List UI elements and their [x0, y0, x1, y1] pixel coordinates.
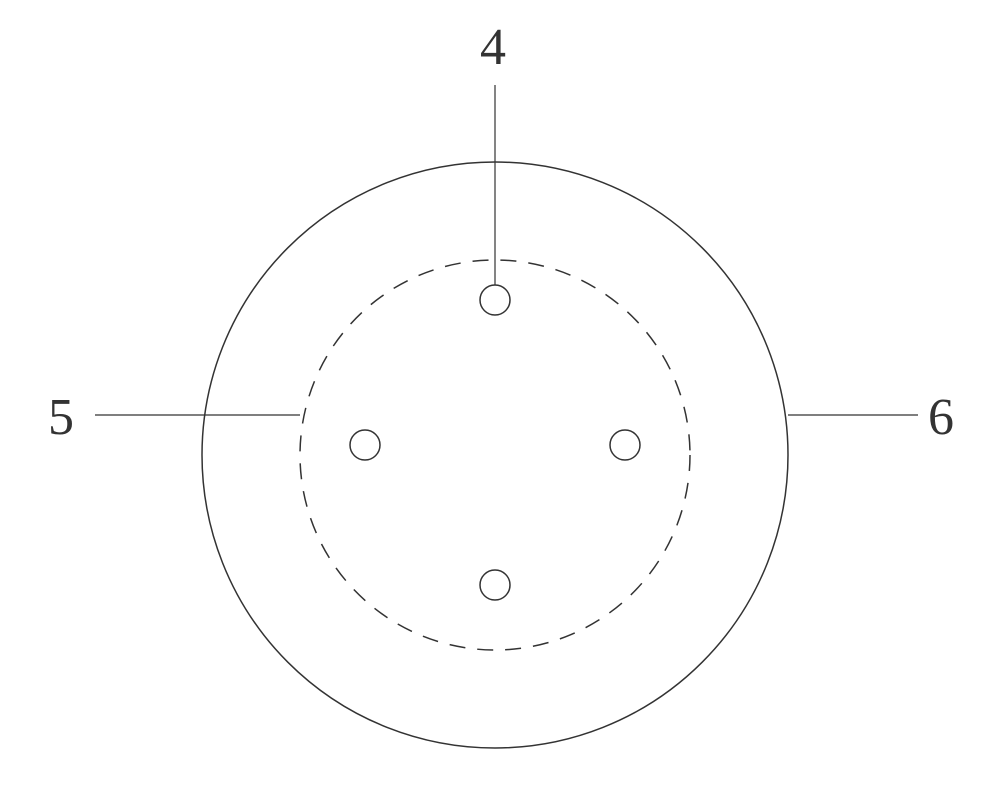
small-circle-left	[350, 430, 380, 460]
small-circle-right	[610, 430, 640, 460]
diagram-container: 4 5 6	[0, 0, 1000, 798]
small-circle-top	[480, 285, 510, 315]
label-6: 6	[928, 388, 954, 447]
small-circle-bottom	[480, 570, 510, 600]
label-4: 4	[480, 18, 506, 77]
label-5: 5	[48, 388, 74, 447]
inner-dashed-circle	[300, 260, 690, 650]
technical-diagram-svg	[0, 0, 1000, 798]
